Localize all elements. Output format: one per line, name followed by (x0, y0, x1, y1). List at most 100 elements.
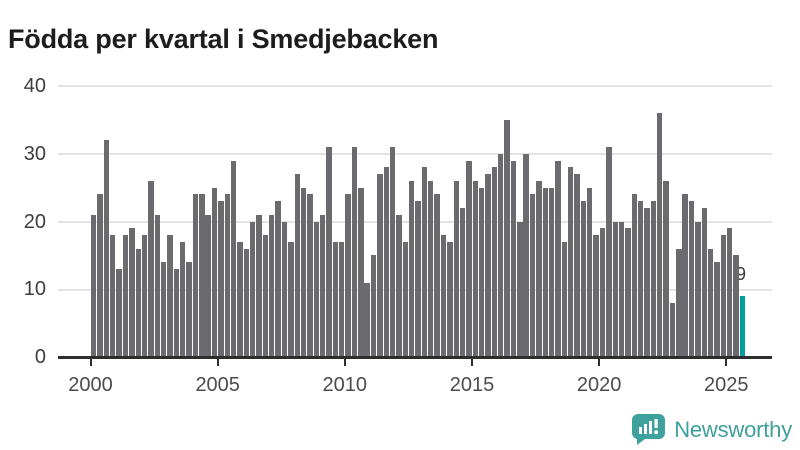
bar (256, 214, 262, 357)
bar (377, 174, 383, 357)
gridline-30 (58, 153, 772, 155)
bar (695, 221, 701, 357)
bar (434, 194, 440, 357)
bar (637, 201, 644, 357)
bar (358, 187, 364, 357)
y-axis-label: 20 (23, 210, 46, 233)
bar (466, 160, 472, 357)
bar (339, 241, 345, 357)
x-axis-tick (216, 359, 219, 366)
bar (294, 174, 300, 357)
y-axis-label: 10 (23, 278, 46, 301)
bar (141, 235, 148, 357)
bar (440, 235, 447, 357)
bar (313, 221, 319, 357)
bar (97, 194, 103, 357)
gridline-10 (58, 289, 772, 291)
x-axis-tick (89, 359, 92, 366)
bar (409, 180, 415, 357)
bar-highlight (739, 296, 746, 357)
bar (478, 187, 485, 357)
bar (504, 119, 510, 357)
bar (218, 201, 224, 357)
y-axis-label: 0 (34, 346, 46, 368)
bar (307, 194, 313, 357)
bar (517, 221, 523, 357)
bar (288, 241, 294, 357)
bar (421, 167, 428, 357)
y-axis-labels: 0 10 20 30 40 (0, 75, 46, 368)
bar (269, 214, 275, 357)
bar (332, 241, 339, 357)
bar (91, 214, 97, 357)
bar (148, 180, 154, 357)
bar (122, 235, 129, 357)
bar (510, 160, 517, 357)
bar (631, 194, 637, 357)
bar (529, 194, 536, 357)
bar (205, 214, 211, 357)
newsworthy-logo[interactable]: Newsworthy (631, 413, 792, 446)
y-axis-label: 40 (23, 75, 46, 97)
bar (555, 160, 561, 357)
bar (688, 201, 695, 357)
x-axis-label: 2010 (322, 374, 368, 396)
bar (300, 187, 307, 357)
bar (415, 201, 421, 357)
bar (606, 147, 612, 357)
bar (459, 207, 466, 357)
bar (574, 174, 580, 357)
bar (548, 187, 555, 357)
bar (370, 255, 377, 357)
bar (135, 248, 141, 357)
bar (536, 180, 542, 357)
newsworthy-logo-text: Newsworthy (674, 416, 792, 442)
bar (663, 180, 669, 357)
bar (701, 207, 707, 357)
bar (110, 235, 116, 357)
x-axis-tick (343, 359, 346, 366)
bar (364, 282, 370, 357)
x-axis-tick (471, 359, 473, 366)
bar (599, 228, 606, 357)
bar (593, 235, 599, 357)
bar (587, 187, 593, 357)
bar (116, 268, 122, 357)
bar (682, 194, 688, 357)
bar (275, 201, 281, 357)
y-axis-label: 30 (23, 142, 46, 165)
x-axis-label: 2025 (704, 374, 749, 396)
bar (491, 167, 498, 357)
highlight-value-label: 9 (735, 264, 746, 284)
bar (650, 201, 657, 357)
bar (428, 180, 434, 357)
bar (612, 221, 618, 357)
bar (453, 180, 459, 357)
bar (230, 160, 237, 357)
bar (326, 147, 332, 357)
x-axis-label: 2015 (449, 374, 495, 396)
bar (192, 194, 199, 357)
bar (485, 174, 491, 357)
bar (180, 241, 186, 357)
bar (383, 167, 389, 357)
bar (351, 147, 358, 357)
bar (676, 248, 682, 357)
plot-area: 9 (58, 85, 772, 357)
bar (727, 228, 733, 357)
bar (281, 221, 288, 357)
bar (707, 248, 714, 357)
bar (618, 221, 625, 357)
bar (498, 153, 504, 357)
bar (396, 214, 402, 357)
bar (472, 180, 478, 357)
bar (211, 187, 218, 357)
bar (167, 235, 173, 357)
bar (243, 248, 250, 357)
x-axis-tick (725, 359, 728, 366)
bar (568, 167, 574, 357)
bar (199, 194, 205, 357)
bar (657, 113, 663, 357)
bar (262, 235, 269, 357)
bar (733, 255, 739, 357)
